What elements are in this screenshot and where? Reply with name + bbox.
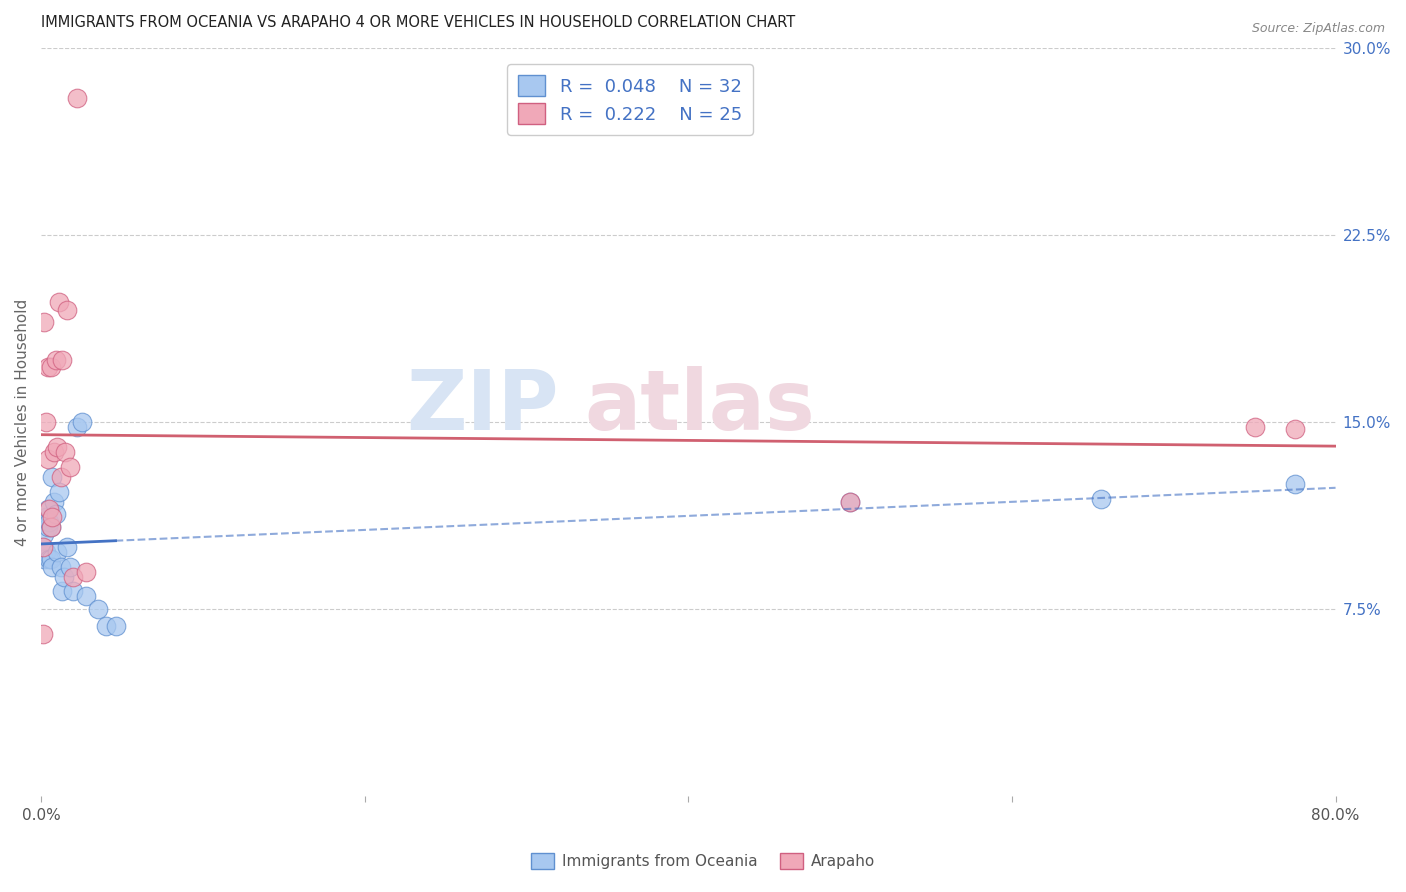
Text: IMMIGRANTS FROM OCEANIA VS ARAPAHO 4 OR MORE VEHICLES IN HOUSEHOLD CORRELATION C: IMMIGRANTS FROM OCEANIA VS ARAPAHO 4 OR … [41, 15, 796, 30]
Point [37, 519, 59, 533]
Point [35, 544, 58, 558]
Point [59, 559, 82, 574]
Point [34, 552, 56, 566]
Point [37, 452, 59, 467]
Point [37, 359, 59, 374]
Point [38, 515, 60, 529]
Point [839, 494, 862, 508]
Point [59, 459, 82, 474]
Point [66, 420, 89, 434]
Point [38, 502, 60, 516]
Legend: R =  0.048    N = 32, R =  0.222    N = 25: R = 0.048 N = 32, R = 0.222 N = 25 [508, 64, 752, 135]
Point [70, 415, 93, 429]
Point [56, 540, 79, 554]
Point [39, 359, 62, 374]
Point [37, 502, 59, 516]
Point [49, 469, 72, 483]
Point [35, 509, 58, 524]
Point [94, 619, 117, 633]
Point [75, 590, 97, 604]
Point [839, 494, 862, 508]
Text: atlas: atlas [585, 367, 815, 448]
Point [87, 602, 110, 616]
Point [51, 352, 73, 367]
Point [31, 540, 53, 554]
Point [31, 627, 53, 641]
Point [48, 295, 70, 310]
Point [1243, 420, 1265, 434]
Point [46, 440, 69, 454]
Point [66, 91, 89, 105]
Legend: Immigrants from Oceania, Arapaho: Immigrants from Oceania, Arapaho [524, 847, 882, 875]
Point [41, 469, 63, 483]
Point [45, 352, 67, 367]
Point [56, 302, 79, 317]
Point [51, 584, 73, 599]
Point [75, 565, 97, 579]
Point [41, 509, 63, 524]
Point [1284, 422, 1306, 436]
Point [62, 584, 84, 599]
Point [62, 569, 84, 583]
Point [34, 527, 56, 541]
Point [1284, 477, 1306, 491]
Point [38, 552, 60, 566]
Point [46, 544, 69, 558]
Point [41, 559, 63, 574]
Text: Source: ZipAtlas.com: Source: ZipAtlas.com [1251, 22, 1385, 36]
Point [31, 540, 53, 554]
Point [39, 552, 62, 566]
Point [42, 445, 65, 459]
Point [34, 315, 56, 329]
Point [39, 519, 62, 533]
Point [39, 519, 62, 533]
Point [48, 484, 70, 499]
Point [35, 415, 58, 429]
Point [104, 619, 127, 633]
Point [52, 569, 75, 583]
Point [1090, 492, 1112, 507]
Text: ZIP: ZIP [406, 367, 560, 448]
Point [42, 494, 65, 508]
Point [55, 445, 77, 459]
Point [45, 507, 67, 521]
Y-axis label: 4 or more Vehicles in Household: 4 or more Vehicles in Household [15, 298, 30, 546]
Point [49, 559, 72, 574]
